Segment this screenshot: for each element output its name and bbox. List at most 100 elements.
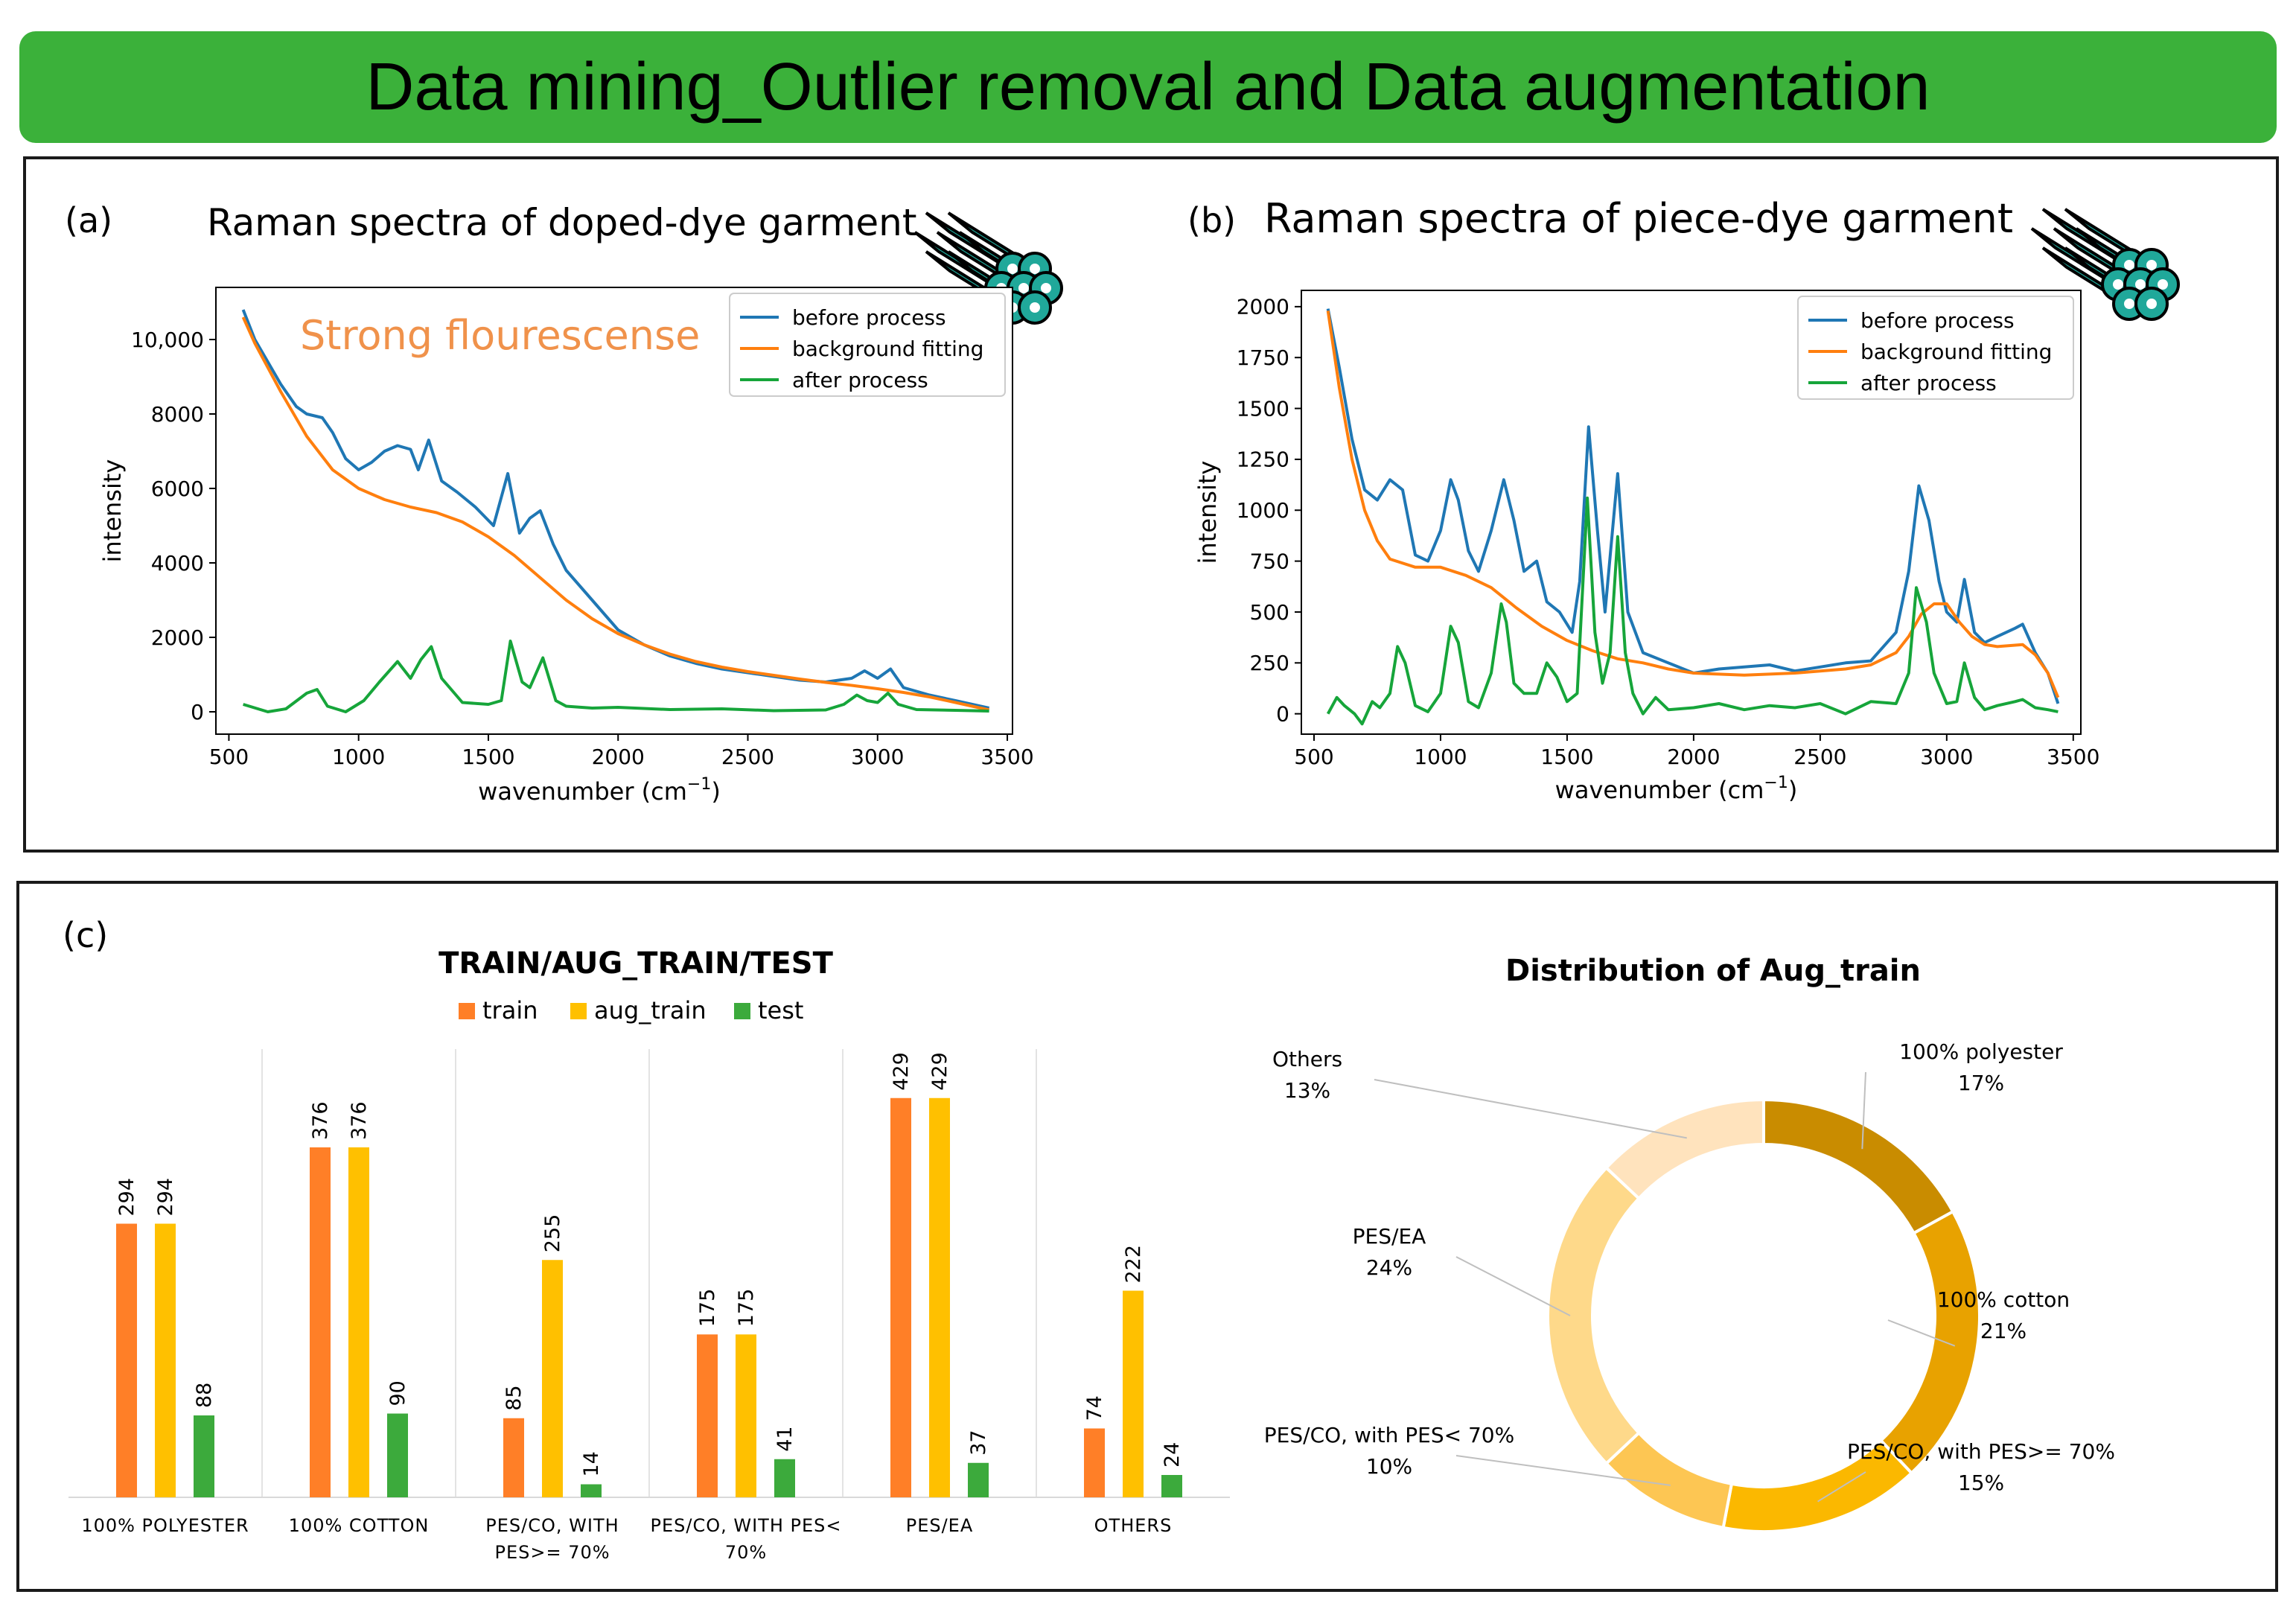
legend-label: test xyxy=(758,996,803,1025)
bar-value-label: 429 xyxy=(928,1052,951,1091)
annotation-fluorescence: Strong flourescense xyxy=(300,312,700,359)
bar-value-label: 376 xyxy=(348,1101,371,1140)
x-tick-label: 2000 xyxy=(1667,745,1720,769)
donut-slice xyxy=(1604,1097,1765,1201)
x-tick-label: 1500 xyxy=(462,745,514,769)
y-tick-label: 2000 xyxy=(151,625,204,650)
legend-label: train xyxy=(482,996,538,1025)
legend-label: aug_train xyxy=(594,996,707,1025)
bar-value-label: 24 xyxy=(1161,1442,1184,1468)
fiber-core xyxy=(1007,264,1018,274)
legend-swatch xyxy=(734,1003,750,1019)
legend-label: background fitting xyxy=(1860,340,2052,364)
slice-percent: 24% xyxy=(1366,1255,1412,1280)
legend-label: before process xyxy=(1860,308,2015,333)
bar-value-label: 37 xyxy=(967,1430,990,1455)
y-tick-label: 10,000 xyxy=(131,328,204,352)
leader-line xyxy=(1374,1079,1687,1139)
banner-title: Data mining_Outlier removal and Data aug… xyxy=(366,49,1930,124)
plot-area-a: 500 1000 1500 2000 2500 3000 3500 0 2000 4000 6000… xyxy=(98,287,1034,806)
category-label: 100% COTTON xyxy=(289,1515,430,1536)
x-tick-label: 3000 xyxy=(851,745,904,769)
legend-label: after process xyxy=(792,368,928,392)
y-tick-label: 1000 xyxy=(1237,498,1289,523)
slice-label: Others xyxy=(1272,1047,1342,1071)
bar-aug_train xyxy=(542,1260,563,1497)
x-tick-label: 3500 xyxy=(2047,745,2099,769)
leader-line xyxy=(1861,1071,1866,1150)
bar-value-label: 376 xyxy=(309,1101,332,1140)
x-tick-label: 3500 xyxy=(980,745,1033,769)
y-tick-label: 1500 xyxy=(1237,396,1289,421)
x-tick-label: 1000 xyxy=(1414,745,1467,769)
slice-label: PES/CO, with PES>= 70% xyxy=(1847,1439,2115,1464)
slice-percent: 17% xyxy=(1958,1071,2004,1095)
bar-aug_train xyxy=(736,1334,756,1497)
bar-chart-title: TRAIN/AUG_TRAIN/TEST xyxy=(439,946,833,981)
legend-label: before process xyxy=(792,305,946,330)
fiber-core xyxy=(2113,279,2123,290)
bar-test xyxy=(774,1459,795,1497)
donut-slice xyxy=(1762,1097,1955,1235)
x-tick-label: 1000 xyxy=(332,745,385,769)
series-line-before-process xyxy=(241,309,990,710)
spectra-panel: (a) Raman spectra of doped-dye garment 5… xyxy=(23,156,2279,853)
bar-value-label: 255 xyxy=(541,1214,564,1253)
donut-slice xyxy=(1878,1209,1981,1476)
bar-value-label: 429 xyxy=(890,1052,913,1091)
slice-label: PES/CO, with PES< 70% xyxy=(1264,1423,1514,1447)
legend-box xyxy=(729,293,1006,397)
bar-train xyxy=(1084,1428,1105,1497)
legend-label: after process xyxy=(1860,371,1997,395)
bar-value-label: 14 xyxy=(580,1451,603,1476)
category-label: PES/CO, WITH xyxy=(485,1515,619,1536)
fiber-core xyxy=(2124,260,2134,270)
bar-aug_train xyxy=(929,1097,950,1497)
x-tick-label: 2500 xyxy=(1793,745,1846,769)
bar-chart-c: (c) TRAIN/AUG_TRAIN/TEST train aug_train t… xyxy=(63,915,1230,1563)
slice-percent: 21% xyxy=(1980,1319,2026,1343)
series-line-after-process xyxy=(1326,496,2059,726)
series-line-after-process xyxy=(243,640,989,713)
series-line-background-fitting xyxy=(1326,310,2060,698)
bar-plot-area: train aug_train test 294 294 88 100% POLYESTER… xyxy=(68,996,1230,1563)
category-label: PES>= 70% xyxy=(494,1542,610,1563)
chart-title-b: Raman spectra of piece-dye garment xyxy=(1264,195,2013,242)
panel-label-a: (a) xyxy=(65,200,112,240)
title-banner: Data mining_Outlier removal and Data aug… xyxy=(19,31,2277,143)
y-tick-label: 1250 xyxy=(1237,447,1289,472)
slice-label: 100% polyester xyxy=(1899,1039,2063,1064)
bar-train xyxy=(116,1223,137,1497)
donut-slice xyxy=(1546,1165,1642,1466)
bar-test xyxy=(968,1462,989,1497)
bar-train xyxy=(890,1097,911,1497)
slice-label: PES/EA xyxy=(1353,1224,1426,1249)
y-tick-label: 250 xyxy=(1250,651,1289,675)
plot-area-b: 500 1000 1500 2000 2500 3000 3500 0 250 500 750 100… xyxy=(1193,290,2099,804)
fiber-bundle-icon xyxy=(2030,208,2180,321)
y-axis-label: intensity xyxy=(98,459,127,563)
bar-value-label: 90 xyxy=(386,1380,409,1406)
y-axis-label: intensity xyxy=(1193,461,1222,564)
fiber-core xyxy=(2135,279,2146,290)
x-tick-label: 500 xyxy=(209,745,249,769)
leader-line xyxy=(1887,1319,1956,1347)
series-line-before-process xyxy=(1326,308,2060,704)
fiber-core xyxy=(1041,283,1051,293)
bar-value-label: 175 xyxy=(696,1289,719,1328)
y-tick-label: 0 xyxy=(191,700,204,724)
fiber-core xyxy=(2146,299,2157,309)
x-tick-label: 2000 xyxy=(592,745,645,769)
bar-aug_train xyxy=(348,1147,369,1497)
category-label: 100% POLYESTER xyxy=(81,1515,249,1536)
x-tick-label: 500 xyxy=(1294,745,1333,769)
fiber-core xyxy=(2146,260,2157,270)
dataset-panel: (c) TRAIN/AUG_TRAIN/TEST train aug_train t… xyxy=(16,881,2278,1592)
x-axis-label: wavenumber (cm−1) xyxy=(478,775,721,806)
slice-percent: 15% xyxy=(1958,1471,2004,1495)
bar-value-label: 294 xyxy=(154,1178,177,1217)
leader-line xyxy=(1455,1256,1571,1316)
bar-aug_train xyxy=(155,1223,176,1497)
bar-test xyxy=(387,1413,408,1497)
y-tick-label: 750 xyxy=(1250,549,1289,573)
